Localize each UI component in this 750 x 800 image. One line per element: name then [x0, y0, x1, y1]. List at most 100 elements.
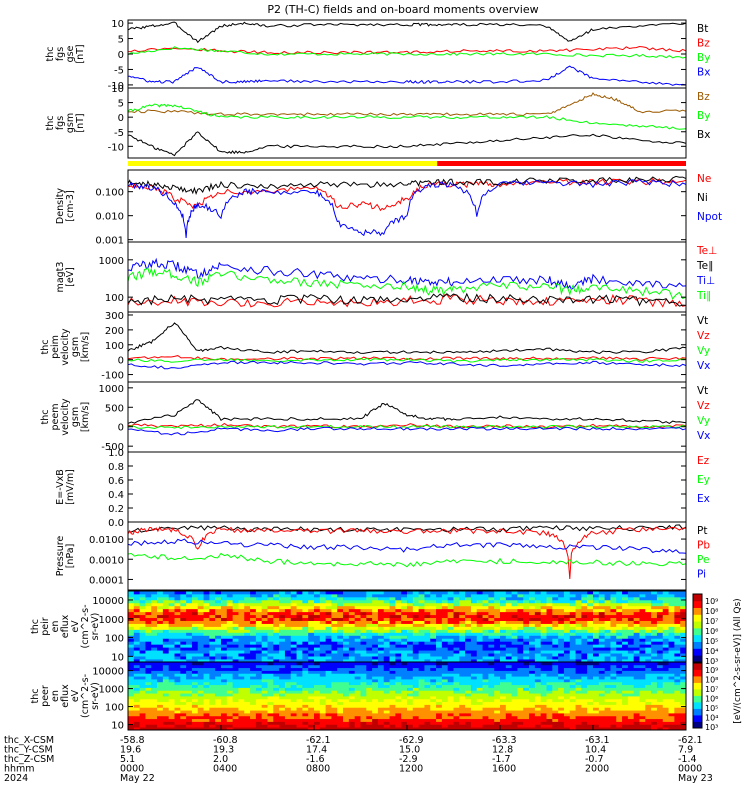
spectrogram-cell	[662, 710, 669, 714]
spectrogram-cell	[151, 710, 158, 714]
spectrogram-cell	[436, 704, 443, 708]
spectrogram-cell	[331, 693, 338, 697]
spectrogram-cell	[656, 620, 664, 624]
spectrogram-cell	[197, 707, 204, 711]
spectrogram-cell	[575, 681, 582, 686]
spectrogram-cell	[191, 617, 199, 621]
spectrogram-cell	[302, 623, 309, 627]
spectrogram-cell	[511, 727, 518, 731]
spectrogram-cell	[221, 727, 228, 731]
spectrogram-cell	[476, 650, 483, 654]
spectrogram-cell	[668, 593, 675, 598]
spectrogram-cell	[343, 687, 350, 691]
spectrogram-cell	[517, 724, 524, 728]
spectrogram-cell	[238, 650, 245, 654]
spectrogram-cell	[488, 638, 495, 642]
spectrogram-cell	[203, 673, 210, 677]
spectrogram-cell	[633, 667, 640, 671]
colorbar-tick-label: 10⁵	[705, 704, 718, 713]
spectrogram-cell	[517, 659, 524, 663]
spectrogram-cell	[465, 715, 472, 720]
spectrogram-cell	[389, 681, 396, 686]
spectrogram-cell	[465, 693, 472, 697]
spectrogram-cell	[186, 617, 193, 621]
spectrogram-cell	[546, 602, 553, 607]
spectrogram-cell	[424, 617, 431, 621]
spectrogram-cell	[651, 676, 658, 680]
y-tick-label: 1000	[99, 384, 124, 395]
spectrogram-cell	[296, 614, 303, 619]
spectrogram-cell	[656, 724, 664, 728]
spectrogram-cell	[203, 599, 210, 604]
spectrogram-cell	[186, 623, 193, 627]
spectrogram-cell	[563, 608, 571, 613]
spectrogram-cell	[151, 620, 158, 624]
spectrogram-cell	[203, 635, 210, 639]
spectrogram-cell	[494, 662, 501, 666]
spectrogram-cell	[343, 626, 350, 630]
spectrogram-cell	[575, 653, 582, 657]
spectrogram-cell	[180, 676, 187, 680]
spectrogram-cell	[505, 626, 513, 630]
spectrogram-cell	[255, 629, 263, 633]
spectrogram-cell	[372, 667, 379, 671]
spectrogram-cell	[250, 662, 257, 666]
spectrogram-cell	[128, 707, 135, 711]
spectrogram-cell	[255, 684, 263, 688]
spectrogram-cell	[470, 632, 478, 636]
spectrogram-cell	[372, 693, 379, 697]
spectrogram-cell	[226, 667, 234, 671]
spectrogram-cell	[656, 693, 664, 697]
spectrogram-cell	[337, 608, 344, 613]
panel-frame	[127, 87, 687, 159]
spectrogram-cell	[680, 638, 687, 642]
spectrogram-cell	[581, 684, 588, 688]
spectrogram-cell	[366, 653, 373, 657]
spectrogram-cell	[436, 696, 443, 700]
spectrogram-cell	[610, 724, 617, 728]
spectrogram-cell	[459, 664, 466, 669]
spectrogram-cell	[587, 715, 594, 720]
spectrogram-cell	[186, 679, 193, 683]
spectrogram-cell	[325, 715, 332, 720]
spectrogram-cell	[284, 620, 292, 624]
spectrogram-cell	[290, 644, 297, 648]
spectrogram-cell	[534, 602, 542, 607]
spectrogram-cell	[534, 724, 542, 728]
spectrogram-cell	[366, 647, 373, 651]
spectrogram-cell	[157, 593, 164, 598]
spectrogram-cell	[139, 662, 146, 666]
spectrogram-cell	[128, 650, 135, 654]
spectrogram-cell	[203, 650, 210, 654]
spectrogram-cell	[430, 673, 437, 677]
spectrogram-cell	[244, 727, 251, 731]
spectrogram-cell	[354, 696, 361, 700]
spectrogram-cell	[447, 724, 454, 728]
spectrogram-cell	[314, 727, 321, 731]
spectrogram-cell	[279, 591, 286, 595]
spectrogram-cell	[302, 641, 309, 645]
y-tick-label: 0.001	[95, 236, 124, 247]
spectrogram-cell	[563, 656, 571, 660]
spectrogram-cell	[348, 629, 356, 633]
spectrogram-cell	[604, 626, 611, 630]
spectrogram-cell	[470, 647, 478, 651]
spectrogram-cell	[604, 632, 611, 636]
spectrogram-cell	[215, 690, 222, 694]
spectrogram-cell	[290, 617, 297, 621]
spectrogram-cell	[633, 623, 640, 627]
spectrogram-cell	[488, 710, 495, 714]
spectrogram-cell	[273, 659, 280, 663]
spectrogram-cell	[244, 608, 251, 613]
spectrogram-cell	[267, 684, 274, 688]
spectrogram-cell	[651, 667, 658, 671]
spectrogram-cell	[343, 659, 350, 663]
spectrogram-cell	[412, 696, 420, 700]
spectrogram-cell	[656, 704, 664, 708]
spectrogram-cell	[633, 605, 640, 610]
spectrogram-cell	[290, 605, 297, 610]
spectrogram-cell	[447, 602, 454, 607]
spectrogram-cell	[424, 611, 431, 616]
spectrogram-cell	[395, 593, 402, 598]
